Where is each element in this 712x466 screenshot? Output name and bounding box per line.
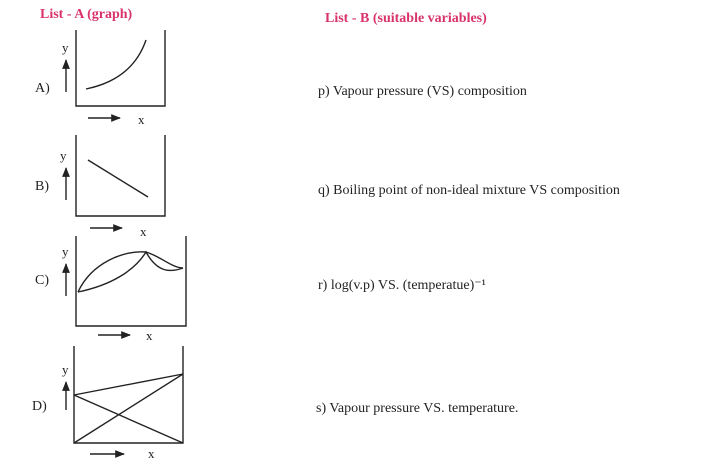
graph-a <box>62 30 166 122</box>
list-b-item: r) log(v.p) VS. (temperatue)⁻¹ <box>318 278 486 293</box>
list-a-header: List - A (graph) <box>40 7 133 22</box>
item-label: C) <box>35 273 49 288</box>
graph-b <box>62 135 166 232</box>
list-b-header: List - B (suitable variables) <box>325 11 487 26</box>
list-b-item: q) Boiling point of non-ideal mixture VS… <box>318 183 620 198</box>
x-axis-label: x <box>138 112 145 127</box>
graph-d <box>62 346 184 458</box>
x-axis-label: x <box>140 224 147 239</box>
x-axis-label: x <box>146 328 153 343</box>
y-axis-label: y <box>62 40 69 55</box>
y-axis-label: y <box>62 244 69 259</box>
item-label: D) <box>32 399 47 414</box>
item-label: B) <box>35 179 49 194</box>
y-axis-label: y <box>62 362 69 377</box>
list-b-item: s) Vapour pressure VS. temperature. <box>316 401 518 416</box>
graph-c <box>62 236 187 339</box>
x-axis-label: x <box>148 446 155 461</box>
item-label: A) <box>35 81 50 96</box>
list-b-item: p) Vapour pressure (VS) composition <box>318 84 527 99</box>
y-axis-label: y <box>60 148 67 163</box>
